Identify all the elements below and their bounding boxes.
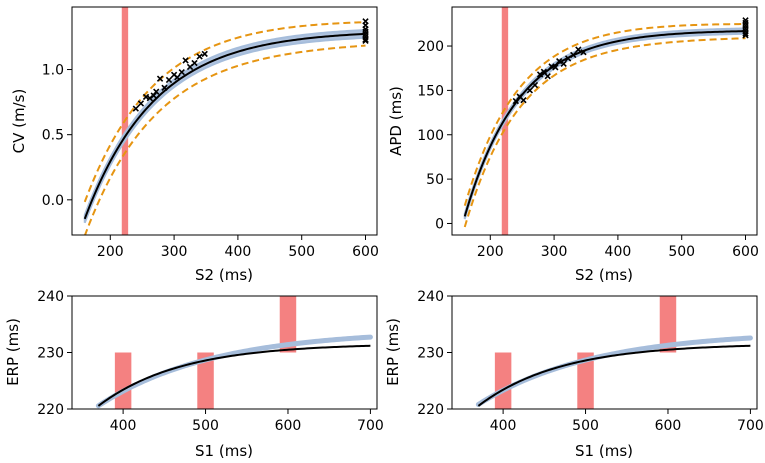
erp-right-y-tick-label: 230 (417, 346, 444, 362)
erp-left-y-axis-label: ERP (ms) (4, 318, 22, 386)
cv-data-point (191, 59, 198, 67)
apd-data-point (564, 55, 572, 62)
apd-plot-frame (451, 6, 758, 236)
erp-right-y-tick-label: 220 (417, 402, 444, 418)
cv-upper-envelope (83, 21, 366, 203)
apd-lower-envelope (463, 37, 746, 228)
erp-left-shaded-region (197, 352, 214, 409)
apd-data-point (531, 81, 539, 89)
apd-data-point (526, 87, 534, 94)
erp-left-x-tick-label: 700 (357, 418, 384, 434)
cv-data-point (196, 53, 203, 60)
apd-data-point (570, 51, 577, 59)
apd-y-tick-label: 0 (435, 216, 444, 232)
erp-left-panel: 400 500 600 700 220 230 240 S1 (ms) ERP (ms) (4, 289, 384, 460)
erp-right-x-axis-label: S1 (ms) (575, 442, 633, 460)
cv-data-point (362, 37, 369, 45)
erp-right-mean-line (477, 344, 751, 407)
cv-data-point (161, 84, 168, 91)
cv-x-axis-label: S2 (ms) (195, 266, 253, 284)
cv-data-point (362, 36, 369, 43)
erp-left-x-tick-label: 500 (192, 418, 219, 434)
cv-y-tick-label: 0.0 (42, 193, 64, 209)
cv-data-point (146, 95, 154, 102)
cv-data-point (182, 57, 189, 64)
cv-data-point (178, 68, 185, 76)
apd-x-tick-label: 600 (732, 244, 759, 260)
erp-left-x-tick-label: 600 (275, 418, 302, 434)
erp-left-y-tick-label: 230 (37, 346, 64, 362)
apd-x-tick-label: 300 (541, 244, 568, 260)
cv-x-tick-label: 300 (161, 244, 188, 260)
cv-data-point (150, 92, 157, 99)
apd-x-tick-label: 400 (605, 244, 632, 260)
erp-right-x-tick-label: 600 (655, 418, 682, 434)
erp-right-shaded-region (494, 352, 512, 409)
apd-data-point (560, 60, 567, 67)
apd-data-point (575, 46, 582, 53)
apd-y-tick-label: 150 (417, 83, 444, 99)
apd-x-tick-label: 200 (477, 244, 504, 260)
cv-panel: 200 300 400 500 600 0.0 0.5 1.0 S2 (ms) CV (m/s… (10, 6, 379, 284)
apd-data-point (742, 32, 749, 39)
apd-y-tick-label: 100 (417, 128, 444, 144)
apd-data-point (536, 71, 544, 78)
apd-x-tick-label: 500 (668, 244, 695, 260)
apd-y-tick-label: 200 (417, 39, 444, 55)
cv-data-point (132, 105, 139, 112)
apd-panel: 200 300 400 500 600 0 50 100 150 200 S2 (ms) APD … (387, 6, 759, 284)
cv-y-tick-label: 0.5 (42, 128, 64, 144)
erp-left-y-tick-label: 240 (37, 289, 64, 305)
erp-right-uncertainty-line (475, 335, 753, 407)
cv-plot-frame (71, 6, 378, 236)
cv-y-tick-label: 1.0 (42, 63, 64, 79)
erp-right-y-tick-label: 240 (417, 289, 444, 305)
cv-data-point (156, 75, 164, 82)
apd-y-tick-label: 50 (426, 172, 444, 188)
cv-data-point (201, 50, 208, 58)
erp-left-uncertainty-line (95, 334, 373, 409)
cv-x-tick-label: 600 (352, 244, 379, 260)
erp-right-y-axis-label: ERP (ms) (384, 318, 402, 386)
cv-x-tick-label: 400 (225, 244, 252, 260)
cv-y-axis-label: CV (m/s) (10, 89, 28, 154)
cv-data-point (153, 88, 160, 95)
erp-right-shaded-region (577, 352, 594, 409)
apd-x-axis-label: S2 (ms) (575, 266, 633, 284)
erp-right-x-tick-label: 400 (490, 418, 517, 434)
cv-data-point (165, 76, 173, 84)
erp-right-x-tick-label: 700 (737, 418, 764, 434)
erp-left-y-tick-label: 220 (37, 402, 64, 418)
erp-right-x-tick-label: 500 (572, 418, 599, 434)
erp-left-x-tick-label: 400 (110, 418, 137, 434)
erp-left-x-axis-label: S1 (ms) (195, 442, 253, 460)
apd-data-point (544, 73, 551, 80)
erp-left-shaded-region (279, 296, 297, 353)
apd-data-point (552, 64, 559, 71)
apd-data-point (556, 57, 563, 65)
cv-lower-envelope (83, 44, 366, 235)
cv-x-tick-label: 500 (288, 244, 315, 260)
erp-right-panel: 400 500 600 700 220 230 240 S1 (ms) ERP (ms) (384, 289, 764, 460)
erp-left-mean-line (97, 344, 371, 407)
erp-right-shaded-region (659, 296, 677, 353)
apd-y-axis-label: APD (ms) (387, 86, 405, 156)
cv-data-point (174, 74, 181, 81)
apd-upper-envelope (463, 23, 746, 207)
cv-x-tick-label: 200 (97, 244, 124, 260)
apd-data-point (520, 96, 527, 104)
apd-mean-line (463, 30, 746, 217)
apd-data-point (580, 49, 587, 56)
erp-left-shaded-region (114, 352, 132, 409)
cv-data-point (137, 100, 145, 107)
cv-mean-line (83, 32, 366, 220)
apd-data-point (742, 30, 749, 37)
